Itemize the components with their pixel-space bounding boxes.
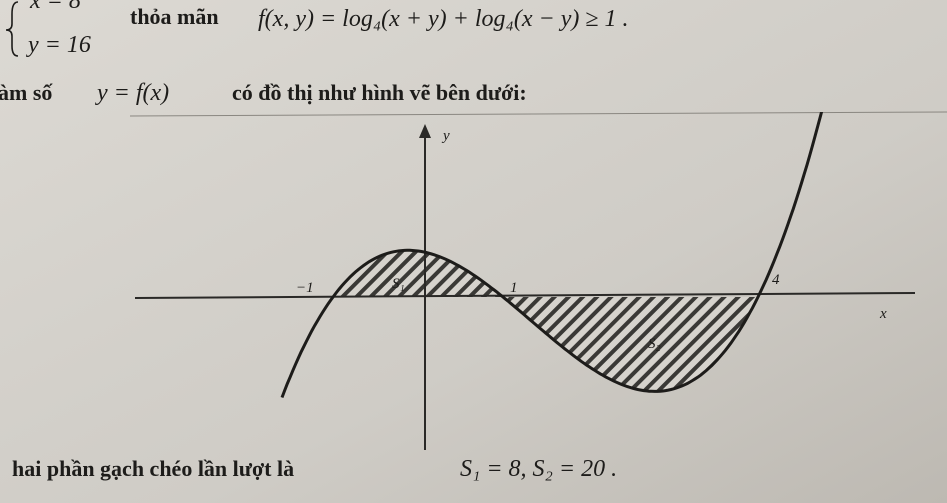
rule [129,111,947,117]
text: hai phần gạch chéo lần lượt là [12,456,294,481]
axis-label: x [879,306,887,322]
formula: f(x, y) = log₄(x + y) + log₄(x − y) ≥ 1 … [258,6,629,32]
tick-label: 1 [510,280,518,296]
text: có đồ thị như hình vẽ bên dưới: [232,80,527,105]
system-line: x = 8 [29,0,81,14]
system-line: y = 16 [26,32,91,58]
graph: y x −1 1 4 S₁ S₂ [134,112,916,450]
tick-label: 4 [772,272,780,288]
hatched-region [503,297,758,392]
formula: y = f(x) [95,80,169,106]
formula: S₁ = 8, S₂ = 20 . [460,456,617,482]
region-label: S₁ [392,276,405,292]
hatched-region [333,250,503,297]
tick-label: −1 [296,280,314,296]
axis-label: y [441,128,450,144]
label: thỏa mãn [130,4,219,29]
region-label: S₂ [648,336,661,352]
x-axis [134,292,916,299]
text: àm số [0,80,53,105]
arrow [419,124,431,138]
curve [280,112,824,399]
brace [5,1,19,57]
